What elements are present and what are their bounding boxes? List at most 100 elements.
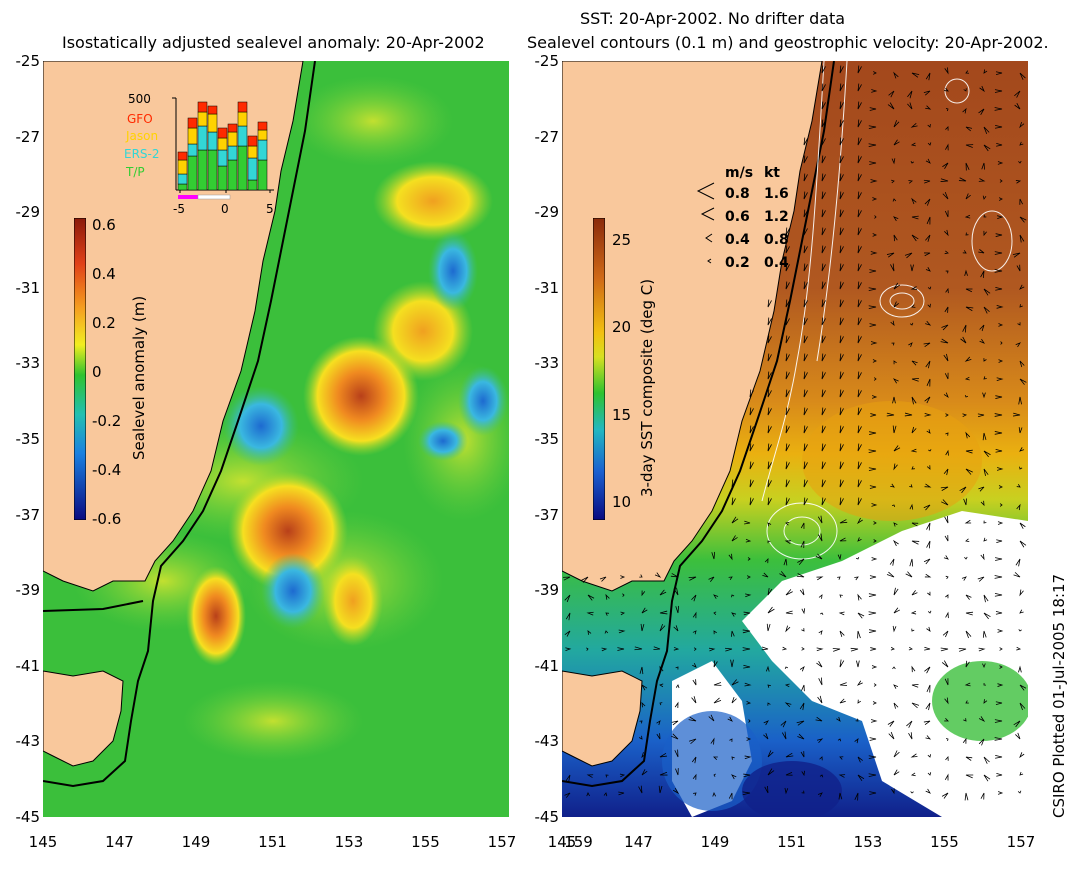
velocity-arrow bbox=[872, 359, 877, 363]
velocity-arrow bbox=[1018, 665, 1022, 673]
velocity-arrow bbox=[944, 210, 949, 218]
velocity-arrow bbox=[839, 756, 844, 760]
velocity-arrow bbox=[659, 702, 663, 706]
velocity-arrow bbox=[995, 701, 1003, 705]
velocity-arrow bbox=[855, 556, 860, 560]
velocity-arrow bbox=[803, 407, 808, 416]
velocity-arrow bbox=[893, 522, 898, 527]
velocity-arrow bbox=[965, 306, 974, 312]
longitude-tick: 147 bbox=[105, 833, 134, 851]
velocity-arrow bbox=[819, 756, 823, 761]
velocity-arrow bbox=[641, 590, 646, 597]
velocity-arrow bbox=[857, 612, 865, 619]
velocity-arrow bbox=[999, 503, 1003, 507]
velocity-arrow bbox=[944, 773, 949, 781]
velocity-legend-kt-header: kt bbox=[764, 165, 781, 181]
velocity-arrow bbox=[994, 413, 1003, 417]
velocity-arrow bbox=[926, 429, 931, 434]
velocity-arrow bbox=[821, 209, 826, 218]
velocity-arrow bbox=[784, 666, 789, 670]
velocity-arrow bbox=[869, 431, 877, 435]
velocity-arrow bbox=[997, 629, 1004, 633]
latitude-tick: -27 bbox=[534, 127, 560, 146]
velocity-arrow bbox=[893, 360, 897, 365]
velocity-arrow bbox=[873, 377, 877, 381]
velocity-arrow bbox=[927, 610, 932, 614]
velocity-arrow bbox=[659, 610, 668, 615]
velocity-arrow bbox=[962, 413, 968, 418]
velocity-arrow bbox=[785, 610, 793, 615]
velocity-arrow bbox=[767, 497, 772, 506]
velocity-arrow bbox=[839, 479, 844, 488]
velocity-arrow bbox=[982, 392, 986, 399]
velocity-arrow bbox=[837, 576, 841, 580]
longitude-tick: 145 bbox=[547, 833, 577, 851]
velocity-arrow bbox=[888, 731, 895, 740]
colorbar-tick: 0 bbox=[92, 363, 102, 381]
velocity-arrow bbox=[941, 660, 949, 668]
velocity-arrow bbox=[925, 360, 931, 369]
velocity-arrow bbox=[784, 702, 792, 708]
velocity-arrow bbox=[839, 173, 844, 182]
velocity-arrow bbox=[785, 299, 790, 308]
velocity-arrow bbox=[998, 323, 1004, 327]
velocity-arrow bbox=[564, 594, 571, 603]
velocity-arrow bbox=[821, 155, 826, 164]
velocity-arrow bbox=[994, 269, 1003, 273]
velocity-arrow bbox=[964, 394, 969, 398]
velocity-arrow bbox=[857, 407, 862, 416]
velocity-legend-ms: 0.6 bbox=[725, 209, 750, 225]
velocity-arrow bbox=[1019, 540, 1027, 548]
velocity-arrow bbox=[839, 407, 844, 416]
velocity-arrow bbox=[821, 281, 826, 290]
velocity-arrow bbox=[821, 101, 826, 110]
right-map-title-line2: Sealevel contours (0.1 m) and geostrophi… bbox=[527, 33, 1049, 52]
sst-colorbar-label: 3-day SST composite (deg C) bbox=[638, 278, 656, 497]
velocity-arrow bbox=[803, 227, 808, 236]
longitude-tick: 153 bbox=[853, 833, 883, 851]
velocity-arrow bbox=[869, 485, 877, 489]
velocity-arrow bbox=[731, 696, 737, 704]
velocity-arrow bbox=[923, 90, 931, 96]
velocity-arrow bbox=[857, 101, 862, 110]
velocity-arrow bbox=[893, 120, 900, 128]
velocity-arrow bbox=[890, 646, 895, 651]
velocity-arrow bbox=[749, 443, 754, 452]
velocity-arrow bbox=[893, 684, 899, 689]
colorbar-tick: 0.2 bbox=[92, 314, 116, 332]
velocity-arrow bbox=[983, 774, 991, 782]
velocity-arrow bbox=[803, 371, 808, 380]
velocity-arrow bbox=[821, 119, 826, 128]
velocity-arrow bbox=[839, 519, 848, 524]
latitude-tick: -43 bbox=[15, 732, 41, 751]
velocity-arrow bbox=[944, 372, 949, 380]
velocity-arrow bbox=[688, 738, 697, 745]
velocity-arrow bbox=[965, 538, 970, 543]
velocity-arrow bbox=[839, 594, 843, 598]
velocity-arrow bbox=[711, 551, 716, 560]
velocity-arrow bbox=[1019, 216, 1027, 223]
velocity-arrow bbox=[1019, 121, 1025, 129]
velocity-arrow bbox=[907, 90, 913, 99]
velocity-arrow bbox=[821, 461, 826, 470]
velocity-arrow bbox=[904, 412, 913, 417]
velocity-arrow bbox=[857, 593, 862, 601]
velocity-arrow bbox=[767, 522, 772, 527]
velocity-arrow bbox=[617, 647, 625, 651]
velocity-arrow bbox=[924, 413, 932, 417]
velocity-arrow bbox=[983, 468, 989, 476]
velocity-arrow bbox=[713, 756, 718, 760]
latitude-tick: -29 bbox=[534, 203, 560, 222]
velocity-arrow bbox=[943, 468, 949, 476]
velocity-arrow bbox=[886, 571, 895, 578]
velocity-arrow bbox=[688, 576, 697, 581]
velocity-arrow bbox=[785, 589, 793, 596]
velocity-arrow bbox=[1000, 341, 1003, 345]
velocity-arrow bbox=[713, 660, 718, 668]
velocity-arrow bbox=[799, 588, 805, 596]
latitude-tick: -39 bbox=[15, 581, 41, 600]
velocity-arrow bbox=[964, 682, 971, 687]
latitude-tick: -33 bbox=[534, 354, 560, 373]
velocity-arrow bbox=[868, 143, 877, 148]
velocity-arrow bbox=[965, 431, 971, 439]
